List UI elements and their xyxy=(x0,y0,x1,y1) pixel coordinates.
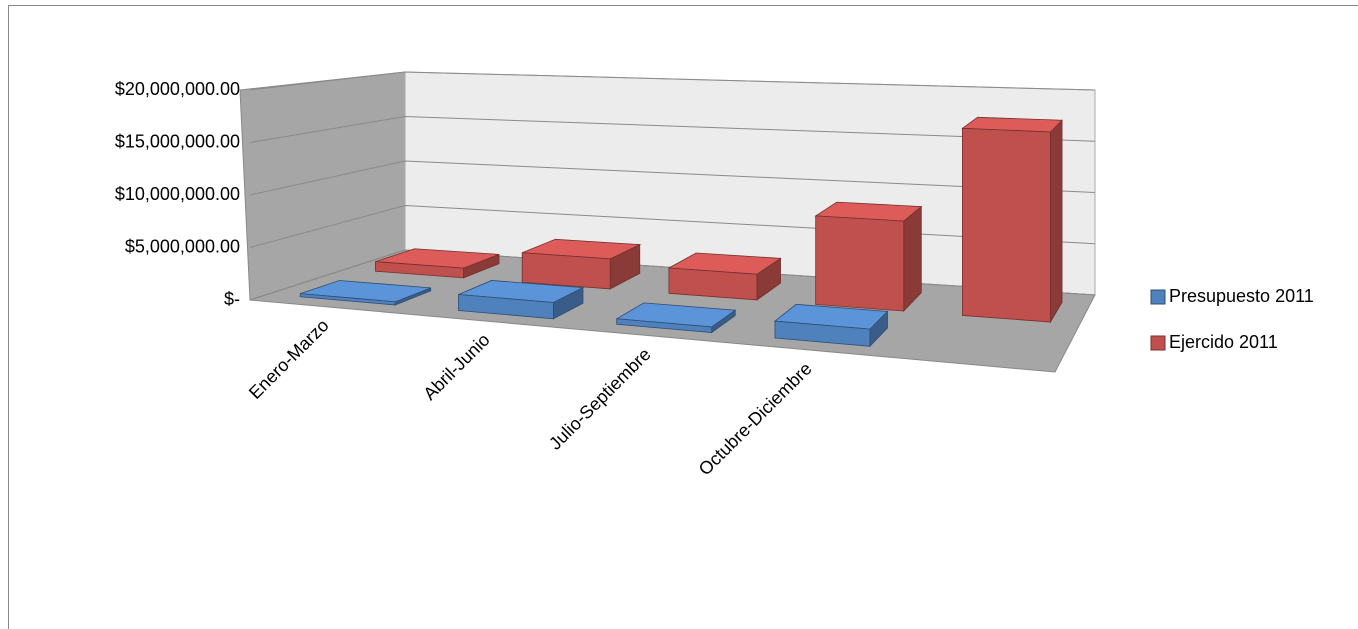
y-tick-label: $20,000,000.00 xyxy=(115,79,240,99)
bar xyxy=(458,294,554,320)
y-tick-label: $- xyxy=(224,289,240,309)
bar xyxy=(299,293,396,306)
legend-label: Presupuesto 2011 xyxy=(1169,286,1314,306)
y-tick-label: $10,000,000.00 xyxy=(115,184,240,204)
bar xyxy=(668,267,758,301)
y-tick-label: $5,000,000.00 xyxy=(125,236,240,256)
bar xyxy=(521,252,611,290)
bar-side xyxy=(903,205,922,312)
legend-label: Ejercido 2011 xyxy=(1169,332,1278,352)
bar xyxy=(962,127,1051,323)
legend-swatch xyxy=(1150,289,1166,305)
bar-side xyxy=(1050,119,1063,324)
grid-line xyxy=(249,71,1096,91)
bar xyxy=(774,320,871,347)
bar xyxy=(815,215,905,312)
y-tick-label: $15,000,000.00 xyxy=(115,131,240,151)
legend-swatch xyxy=(1150,335,1166,351)
grid-line xyxy=(249,115,1096,143)
bar xyxy=(375,261,464,279)
grid-line xyxy=(249,160,1096,196)
bar xyxy=(616,318,713,333)
